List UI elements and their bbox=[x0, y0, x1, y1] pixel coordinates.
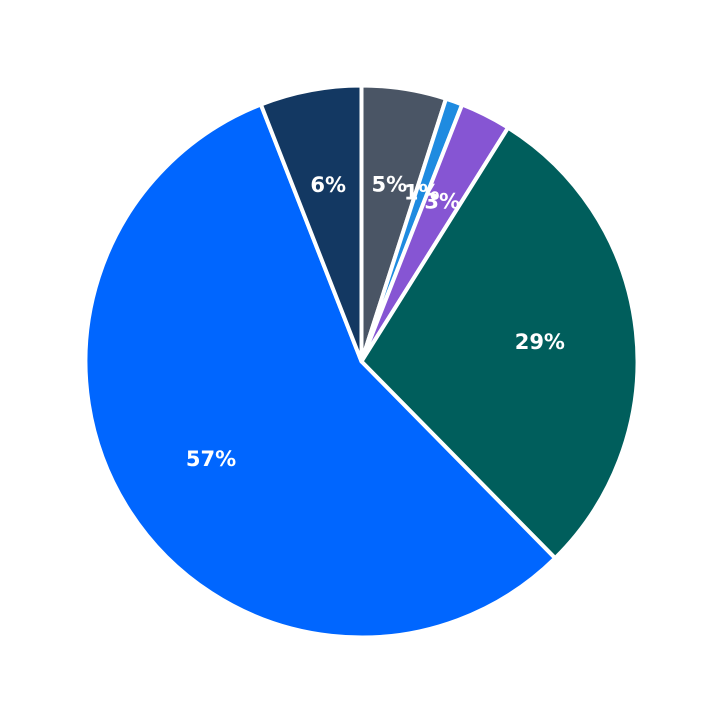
pie-slice-5 bbox=[258, 83, 364, 364]
slices-layer bbox=[83, 83, 640, 640]
pie-slice-label-0: 5% bbox=[371, 172, 407, 196]
pie-slice-label-4: 57% bbox=[186, 447, 236, 471]
pie-slice-4 bbox=[83, 102, 558, 640]
labels-layer: 5%1%3% 29% 57% 6% bbox=[186, 172, 565, 471]
pie-slice-label-5: 6% bbox=[310, 173, 346, 197]
pie-slice-label-1: 1% bbox=[404, 181, 440, 205]
pie-slice-label-3: 29% bbox=[515, 330, 565, 354]
pie-slice-3 bbox=[359, 125, 640, 561]
pie-slice-label-2: 3% bbox=[424, 189, 460, 213]
